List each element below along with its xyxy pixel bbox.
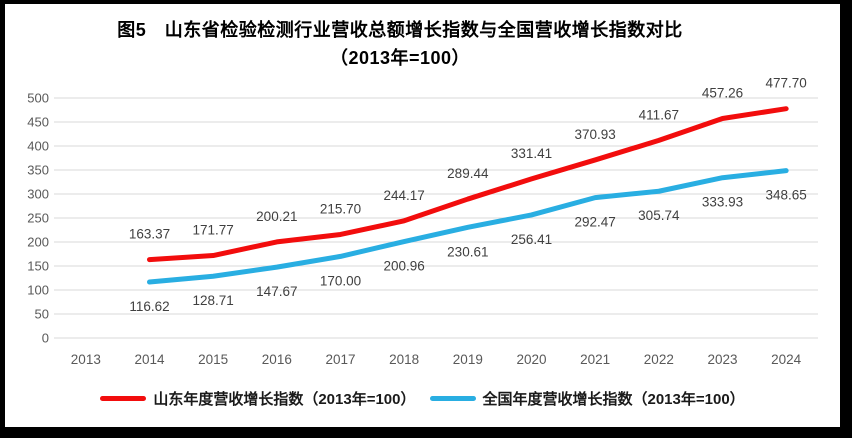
data-label: 200.21 (256, 209, 297, 224)
x-tick-label: 2022 (644, 352, 674, 367)
chart-legend: 山东年度营收增长指数（2013年=100） 全国年度营收增长指数（2013年=1… (5, 388, 840, 409)
y-tick-label: 50 (35, 307, 49, 322)
legend-item-shandong: 山东年度营收增长指数（2013年=100） (100, 388, 416, 409)
y-tick-label: 200 (27, 235, 49, 250)
legend-label-national: 全国年度营收增长指数（2013年=100） (482, 391, 745, 408)
y-tick-label: 500 (27, 91, 49, 106)
y-tick-label: 0 (42, 331, 49, 346)
data-label: 292.47 (575, 215, 616, 230)
data-label: 200.96 (384, 259, 425, 274)
data-label: 370.93 (575, 127, 616, 142)
x-tick-label: 2020 (516, 352, 546, 367)
data-label: 116.62 (129, 299, 169, 314)
x-tick-label: 2021 (580, 352, 610, 367)
data-label: 147.67 (256, 284, 297, 299)
x-tick-label: 2017 (325, 352, 355, 367)
series-line-0 (147, 106, 789, 263)
x-tick-label: 2018 (389, 352, 419, 367)
legend-label-shandong: 山东年度营收增长指数（2013年=100） (153, 391, 416, 408)
x-tick-label: 2023 (707, 352, 737, 367)
series-line-1 (147, 168, 789, 285)
blue-line-icon (429, 396, 476, 401)
data-label: 171.77 (193, 223, 234, 238)
data-label: 348.65 (766, 188, 807, 203)
x-tick-label: 2013 (71, 352, 101, 367)
y-tick-label: 100 (27, 283, 49, 298)
chart-title-line1: 图5 山东省检验检测行业营收总额增长指数与全国营收增长指数对比 (117, 20, 683, 40)
red-line-icon (100, 396, 147, 401)
y-tick-label: 400 (27, 139, 49, 154)
x-tick-label: 2019 (453, 352, 483, 367)
chart-canvas: 图5 山东省检验检测行业营收总额增长指数与全国营收增长指数对比 （2013年=1… (5, 4, 840, 427)
x-tick-label: 2016 (262, 352, 292, 367)
data-label: 215.70 (320, 201, 361, 216)
y-tick-label: 150 (27, 259, 49, 274)
y-tick-label: 250 (27, 211, 49, 226)
data-label: 305.74 (638, 208, 680, 223)
data-label: 411.67 (639, 107, 679, 122)
x-tick-label: 2024 (771, 352, 802, 367)
data-label: 477.70 (766, 76, 807, 91)
data-label: 289.44 (447, 166, 489, 181)
data-label: 230.61 (447, 244, 488, 259)
data-label: 163.37 (129, 227, 170, 242)
data-label: 244.17 (384, 188, 425, 203)
data-label: 457.26 (702, 86, 743, 101)
y-tick-label: 450 (27, 115, 49, 130)
y-tick-label: 350 (27, 163, 49, 178)
y-tick-label: 300 (27, 187, 49, 202)
chart-title-line2: （2013年=100） (329, 48, 471, 68)
chart-plot: 0 50 100 150 200 250 300 350 400 450 500 2013 2014 20… (27, 76, 818, 367)
chart-title: 图5 山东省检验检测行业营收总额增长指数与全国营收增长指数对比 （2013年=1… (5, 16, 795, 72)
x-tick-label: 2015 (198, 352, 228, 367)
x-tick-label: 2014 (134, 352, 165, 367)
data-label: 170.00 (320, 273, 361, 288)
data-label: 331.41 (511, 146, 552, 161)
legend-item-national: 全国年度营收增长指数（2013年=100） (429, 388, 745, 409)
data-label: 333.93 (702, 195, 743, 210)
data-label: 128.71 (193, 293, 234, 308)
data-label: 256.41 (511, 232, 552, 247)
